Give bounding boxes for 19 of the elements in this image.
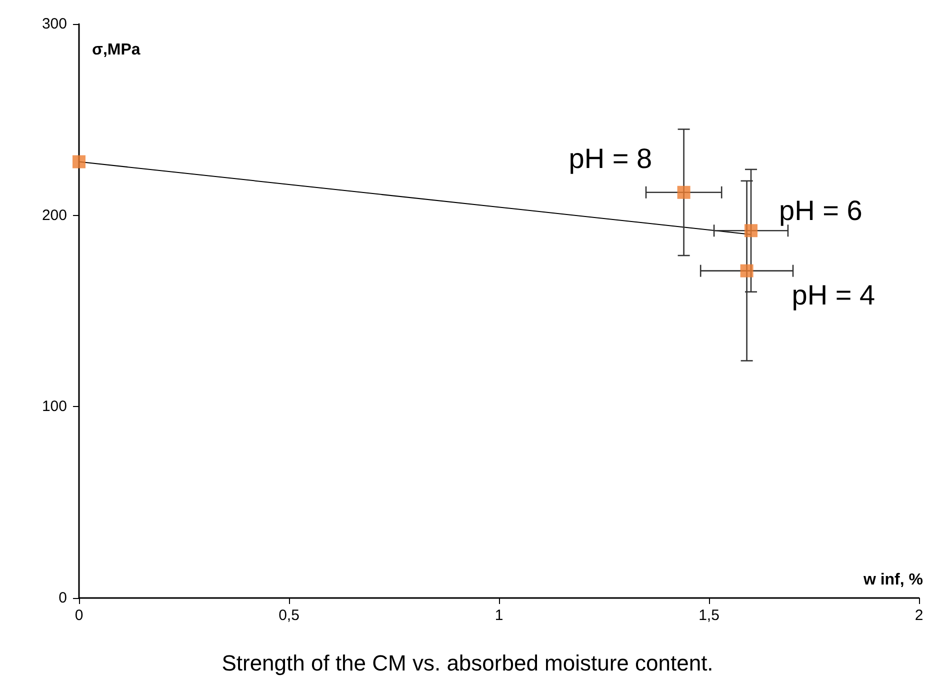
text: Strength of the CM vs. absorbed moisture content. — [222, 650, 714, 676]
annotation: pH = 4 — [792, 279, 876, 310]
point — [740, 264, 754, 278]
x-axis-title: w inf, % — [862, 572, 924, 588]
point — [72, 155, 86, 168]
annotation: pH = 6 — [779, 195, 862, 226]
x-tick-label: 1,5 — [698, 607, 720, 624]
y-tick-label: 100 — [42, 398, 67, 416]
x-tick-label: 0 — [74, 607, 84, 624]
point — [744, 224, 758, 238]
x-tick-label: 2 — [914, 607, 924, 624]
x-tick-label: 0,5 — [278, 607, 300, 624]
y-tick-label: 200 — [42, 206, 67, 224]
y-axis-title: σ,MPa — [92, 42, 140, 58]
annotation: pH = 8 — [568, 142, 652, 174]
y-tick-label: 300 — [42, 16, 67, 32]
x-tick-label: 1 — [494, 607, 504, 624]
y-tick-label: 0 — [58, 590, 67, 606]
point — [677, 186, 690, 199]
